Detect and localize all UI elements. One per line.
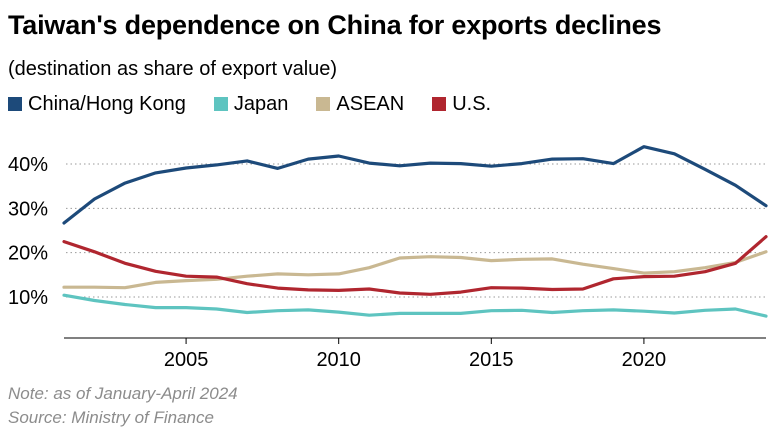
y-tick-label: 10% xyxy=(8,287,48,309)
legend-item-china-hong-kong: China/Hong Kong xyxy=(8,93,186,116)
x-tick-label: 2015 xyxy=(469,349,514,371)
x-tick-label: 2005 xyxy=(164,349,209,371)
series-line-u-s xyxy=(62,235,768,296)
footnote-note: Note: as of January-April 2024 xyxy=(8,384,238,403)
legend-swatch xyxy=(213,97,228,111)
legend-label: China/Hong Kong xyxy=(28,92,186,115)
legend-swatch xyxy=(8,97,22,111)
legend-label: U.S. xyxy=(452,92,492,115)
series-line-japan xyxy=(62,293,768,318)
legend-label: ASEAN xyxy=(336,92,405,115)
legend-label: Japan xyxy=(233,92,289,115)
legend-swatch xyxy=(316,97,331,111)
y-tick-label: 30% xyxy=(8,198,48,220)
x-tick-label: 2020 xyxy=(622,349,667,371)
chart-title: Taiwan's dependence on China for exports… xyxy=(8,10,662,40)
series-line-asean xyxy=(62,250,768,290)
chart-subtitle: (destination as share of export value) xyxy=(8,58,338,80)
x-tick-label: 2010 xyxy=(316,349,361,371)
legend: China/Hong Kong Japan ASEAN U.S. xyxy=(8,92,519,116)
legend-item-asean: ASEAN xyxy=(316,93,404,116)
legend-item-japan: Japan xyxy=(213,92,289,116)
legend-swatch xyxy=(432,97,447,111)
y-tick-label: 40% xyxy=(8,154,48,176)
series-line-china-hong-kong xyxy=(62,145,768,225)
y-tick-label: 20% xyxy=(8,243,48,265)
footnote-source: Source: Ministry of Finance xyxy=(8,408,214,427)
legend-item-u-s: U.S. xyxy=(432,93,491,116)
